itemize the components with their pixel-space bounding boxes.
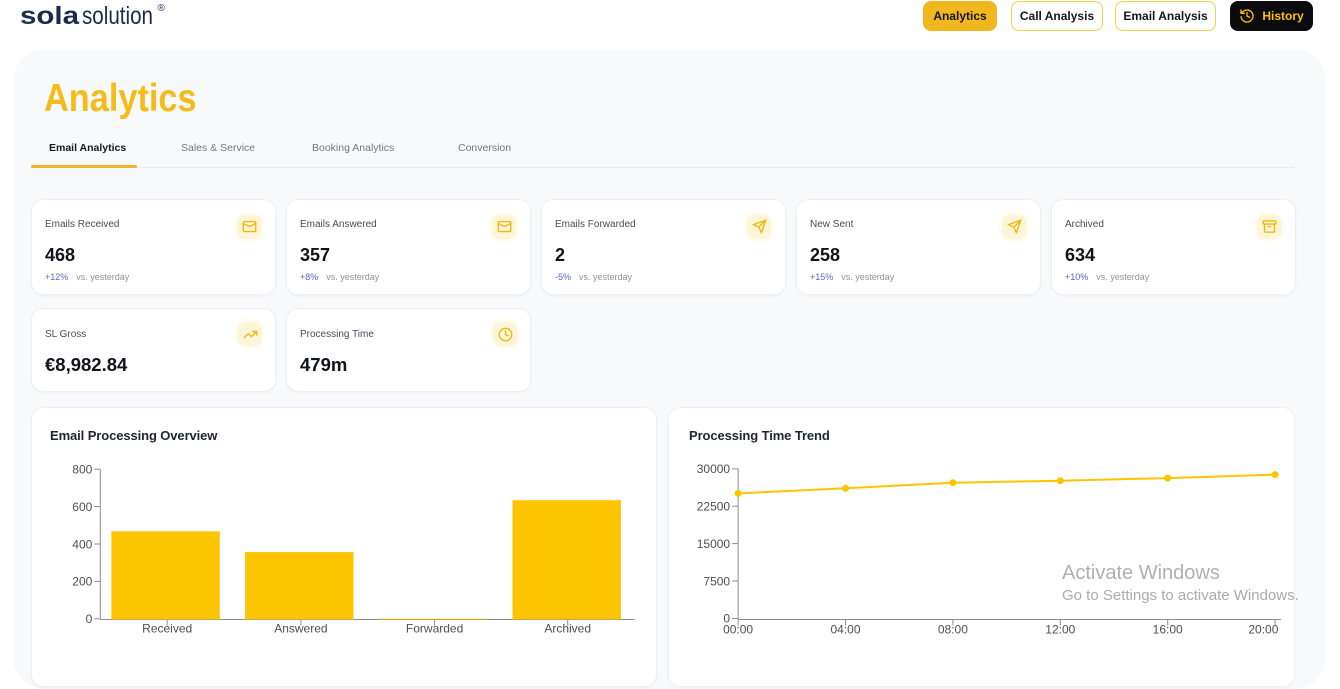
svg-text:04:00: 04:00 [830,623,860,637]
svg-text:Forwarded: Forwarded [406,622,463,636]
svg-text:12:00: 12:00 [1045,623,1075,637]
svg-text:800: 800 [72,463,92,477]
svg-text:08:00: 08:00 [938,623,968,637]
svg-text:22500: 22500 [697,500,731,514]
svg-text:Received: Received [142,622,192,636]
svg-text:Answered: Answered [274,622,327,636]
svg-text:Archived: Archived [544,622,591,636]
svg-text:600: 600 [72,500,92,514]
svg-text:20:00: 20:00 [1248,623,1278,637]
svg-text:00:00: 00:00 [723,623,753,637]
svg-text:400: 400 [72,537,92,551]
svg-text:30000: 30000 [697,462,731,476]
svg-text:16:00: 16:00 [1153,623,1183,637]
svg-text:0: 0 [723,612,730,626]
svg-text:0: 0 [86,612,93,626]
svg-text:200: 200 [72,575,92,589]
svg-text:15000: 15000 [697,537,731,551]
svg-text:7500: 7500 [703,574,730,588]
